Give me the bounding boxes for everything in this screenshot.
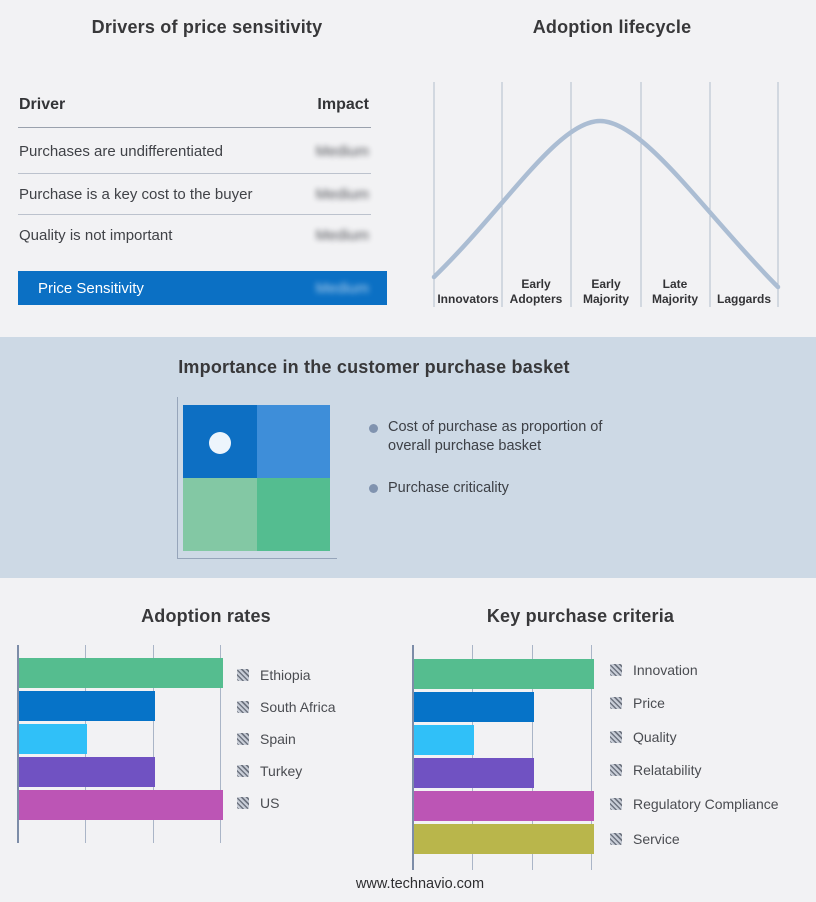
- impact-cell-redacted: Medium: [315, 186, 369, 203]
- footer-url: www.technavio.com: [355, 876, 485, 892]
- legend-item: Quality: [610, 729, 677, 745]
- legend-item: US: [237, 795, 280, 811]
- hatched-swatch-icon: [610, 798, 622, 810]
- bell-curve-path: [431, 118, 781, 290]
- legend-label: Turkey: [260, 763, 303, 779]
- bar-relatability: [414, 758, 534, 788]
- legend-label: US: [260, 795, 280, 811]
- legend-label: Ethiopia: [260, 667, 311, 683]
- quadrant-position-dot: [209, 432, 231, 454]
- bar-price: [414, 692, 534, 722]
- stage-divider-lines: [433, 82, 779, 307]
- hatched-swatch-icon: [237, 797, 249, 809]
- purchase-basket-band: Importance in the customer purchase bask…: [0, 337, 816, 578]
- lifecycle-chart: Innovators Early Adopters Early Majority…: [408, 75, 816, 315]
- bar-us: [19, 790, 223, 820]
- basket-title: Importance in the customer purchase bask…: [178, 357, 570, 377]
- bar-regulatory-compliance: [414, 791, 594, 821]
- driver-cell: Purchase is a key cost to the buyer: [19, 186, 253, 203]
- quadrant-axis-y: [177, 397, 178, 559]
- hatched-swatch-icon: [237, 765, 249, 777]
- bar-spain: [19, 724, 87, 754]
- y-axis-line: [412, 645, 414, 870]
- gridline: [591, 645, 592, 870]
- basket-bullet-2: Purchase criticality: [388, 480, 509, 496]
- hatched-swatch-icon: [610, 764, 622, 776]
- table-row-divider: [18, 214, 371, 215]
- stage-label-late-majority: Late Majority: [651, 277, 698, 306]
- table-row-divider: [18, 173, 371, 174]
- legend-item: Regulatory Compliance: [610, 796, 779, 812]
- legend-label: Spain: [260, 731, 296, 747]
- legend-label: Innovation: [633, 662, 698, 678]
- y-axis-line: [17, 645, 19, 843]
- drivers-col-driver: Driver: [19, 96, 66, 113]
- bar-ethiopia: [19, 658, 223, 688]
- quadrant-cell-bottom-left: [183, 478, 257, 551]
- bullet-dot-icon: [369, 424, 378, 433]
- legend-item: Turkey: [237, 763, 303, 779]
- highlight-impact-redacted: Medium: [315, 279, 369, 297]
- bar-turkey: [19, 757, 155, 787]
- legend-label: Relatability: [633, 762, 702, 778]
- driver-cell: Quality is not important: [19, 227, 173, 244]
- legend-item: Ethiopia: [237, 667, 311, 683]
- legend-item: Relatability: [610, 762, 702, 778]
- hatched-swatch-icon: [237, 669, 249, 681]
- hatched-swatch-icon: [610, 833, 622, 845]
- stage-label-laggards: Laggards: [716, 292, 771, 306]
- legend-label: Quality: [633, 729, 677, 745]
- quadrant-cell-top-right: [256, 405, 330, 478]
- legend-item: Price: [610, 695, 665, 711]
- gridline: [220, 645, 221, 843]
- lifecycle-panel-title: Adoption lifecycle: [532, 17, 692, 37]
- hatched-swatch-icon: [610, 697, 622, 709]
- key-purchase-criteria-title: Key purchase criteria: [486, 606, 675, 626]
- hatched-swatch-icon: [610, 731, 622, 743]
- hatched-swatch-icon: [237, 701, 249, 713]
- highlight-row-label: Price Sensitivity: [38, 279, 144, 297]
- gridline: [472, 645, 473, 870]
- basket-bullet-1: Cost of purchase as proportion of overal…: [388, 419, 603, 454]
- adoption-rates-title: Adoption rates: [141, 606, 271, 626]
- driver-cell: Purchases are undifferentiated: [19, 143, 224, 160]
- impact-cell-redacted: Medium: [315, 227, 369, 244]
- legend-item: Spain: [237, 731, 296, 747]
- legend-label: South Africa: [260, 699, 336, 715]
- legend-item: Innovation: [610, 662, 698, 678]
- legend-item: Service: [610, 831, 680, 847]
- table-header-divider: [18, 127, 371, 128]
- legend-item: South Africa: [237, 699, 336, 715]
- drivers-panel-title: Drivers of price sensitivity: [91, 17, 323, 37]
- purchase-basket-quadrant: [183, 405, 330, 551]
- impact-cell-redacted: Medium: [315, 143, 369, 160]
- adoption-rates-chart: [17, 645, 223, 843]
- drivers-col-impact: Impact: [317, 96, 369, 113]
- quadrant-cell-bottom-right: [256, 478, 330, 551]
- gridline: [153, 645, 154, 843]
- lifecycle-bell-curve-svg: [431, 82, 781, 307]
- gridline: [532, 645, 533, 870]
- key-purchase-criteria-chart: [412, 645, 594, 870]
- hatched-swatch-icon: [237, 733, 249, 745]
- legend-label: Service: [633, 831, 680, 847]
- legend-label: Regulatory Compliance: [633, 796, 779, 812]
- bar-innovation: [414, 659, 594, 689]
- price-sensitivity-highlight-row: Price Sensitivity Medium: [18, 271, 387, 305]
- legend-label: Price: [633, 695, 665, 711]
- drivers-table: Driver Impact Purchases are undifferenti…: [18, 90, 371, 340]
- quadrant-axis-x: [177, 558, 337, 559]
- bar-quality: [414, 725, 474, 755]
- bar-south-africa: [19, 691, 155, 721]
- hatched-swatch-icon: [610, 664, 622, 676]
- bar-service: [414, 824, 594, 854]
- bullet-dot-icon: [369, 484, 378, 493]
- stage-label-early-adopters: Early Adopters: [509, 277, 563, 306]
- stage-label-innovators: Innovators: [437, 292, 499, 306]
- stage-label-early-majority: Early Majority: [582, 277, 629, 306]
